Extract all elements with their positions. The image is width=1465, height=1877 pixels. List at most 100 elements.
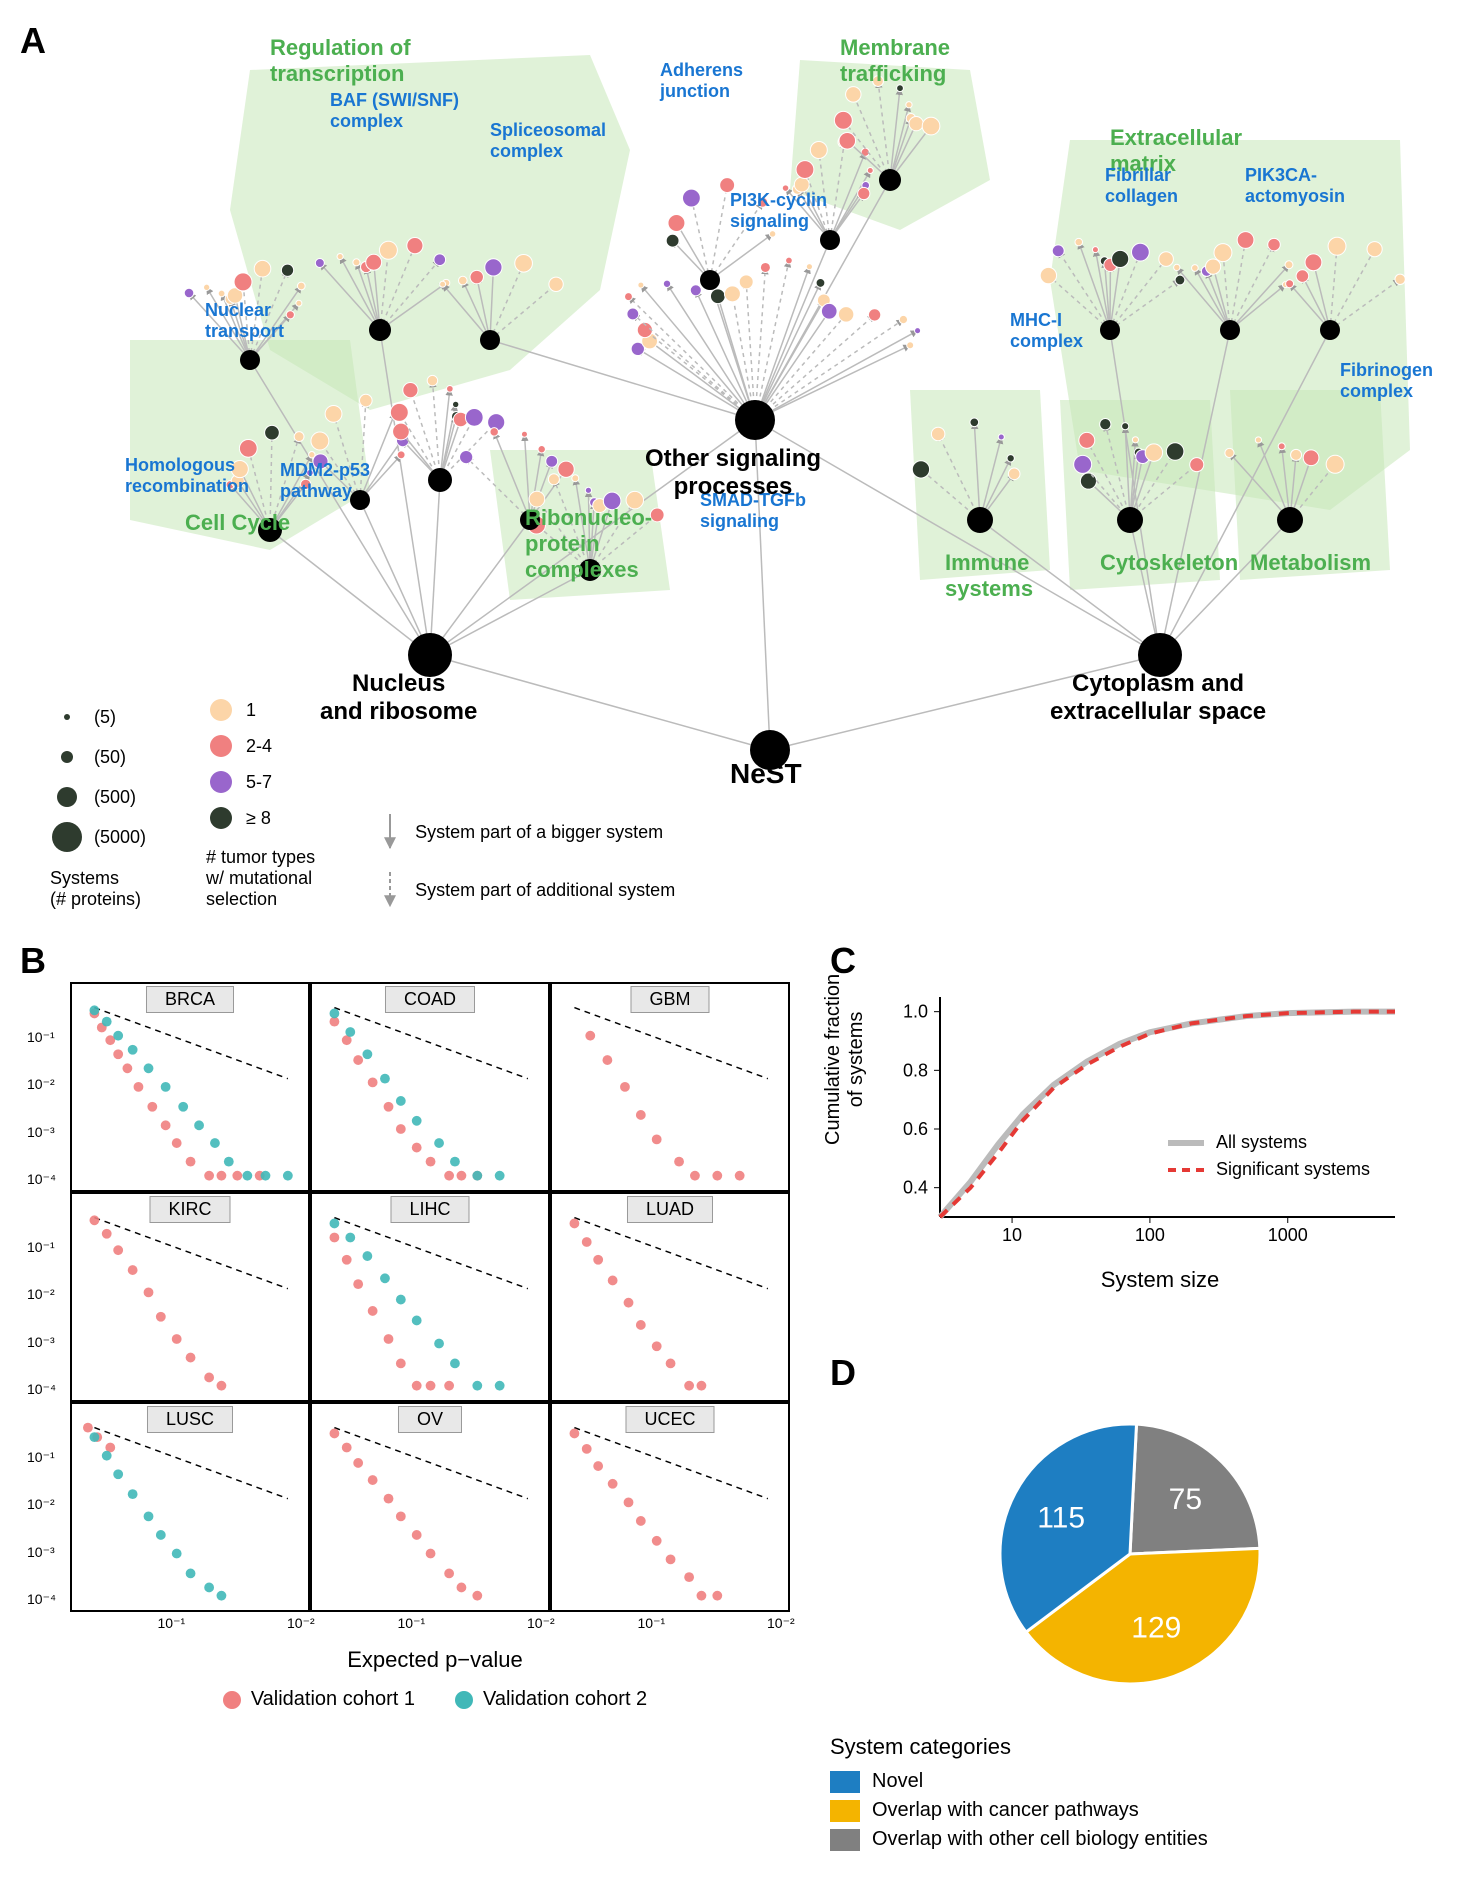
qq-point: [128, 1265, 138, 1275]
leaf-node: [1100, 419, 1111, 430]
qq-point: [194, 1120, 204, 1130]
mid-hub: [1220, 320, 1240, 340]
mid-hub: [428, 468, 452, 492]
qq-point: [495, 1171, 505, 1181]
leaf-node: [1174, 264, 1180, 270]
c-ytick: 0.8: [903, 1060, 928, 1080]
xtick-label: 10⁻²: [767, 1615, 795, 1632]
qq-point: [444, 1381, 454, 1391]
qq-point: [217, 1591, 227, 1601]
leaf-node: [663, 280, 670, 287]
mid-hub: [350, 490, 370, 510]
leaf-node: [1079, 432, 1095, 448]
qq-diagonal: [574, 1008, 767, 1079]
arrow-legend: System part of a bigger systemSystem par…: [375, 812, 675, 910]
leaf-node: [794, 177, 809, 192]
leaf-node: [393, 423, 410, 440]
qq-point: [450, 1157, 460, 1167]
qq-point: [224, 1157, 234, 1167]
leaf-node: [360, 394, 373, 407]
qq-point: [426, 1381, 436, 1391]
leaf-node: [690, 285, 701, 296]
leaf-node: [1166, 443, 1184, 461]
qq-point: [426, 1549, 436, 1559]
qq-point: [652, 1134, 662, 1144]
edge: [430, 480, 440, 655]
ytick-label: 10⁻²: [27, 1286, 55, 1303]
qq-point: [636, 1516, 646, 1526]
qq-diagonal: [334, 1218, 527, 1289]
leaf-node: [558, 461, 574, 477]
qq-point: [457, 1171, 467, 1181]
qq-panel: GBM: [550, 982, 790, 1192]
edge: [360, 500, 430, 655]
edge: [770, 655, 1160, 750]
leaf-node: [1291, 449, 1302, 460]
leaf-node: [1190, 458, 1204, 472]
leaf-node: [427, 375, 437, 385]
qq-title: KIRC: [149, 1196, 230, 1223]
bottom-row: B Observed p−value BRCA10⁻⁴10⁻³10⁻²10⁻¹C…: [20, 940, 1445, 1857]
leaf-node: [720, 178, 735, 193]
qq-title: OV: [398, 1406, 462, 1433]
qq-point: [666, 1359, 676, 1369]
qq-title: LUSC: [147, 1406, 233, 1433]
qq-point: [113, 1031, 123, 1041]
qq-point: [444, 1171, 454, 1181]
c-legend-item: All systems: [1166, 1132, 1370, 1153]
qq-point: [330, 1009, 340, 1019]
qq-point: [330, 1429, 340, 1439]
qq-point: [582, 1237, 592, 1247]
xtick-label: 10⁻²: [527, 1615, 555, 1632]
qq-point: [384, 1102, 394, 1112]
size-legend-item: (5): [50, 700, 146, 734]
qq-diagonal: [574, 1428, 767, 1499]
qq-point: [113, 1245, 123, 1255]
qq-point: [232, 1171, 242, 1181]
c-xtick: 100: [1135, 1225, 1165, 1245]
leaf-node: [546, 455, 558, 467]
qq-point: [261, 1171, 271, 1181]
leaf-node: [786, 257, 793, 264]
size-legend-item: (50): [50, 740, 146, 774]
qq-point: [608, 1276, 618, 1286]
qq-panel: COAD: [310, 982, 550, 1192]
cdf-line: [940, 1012, 1395, 1217]
qq-point: [384, 1494, 394, 1504]
ytick-label: 10⁻³: [27, 1334, 55, 1351]
pie-value: 75: [1169, 1483, 1202, 1516]
panel-c-legend: All systemsSignificant systems: [1166, 1132, 1370, 1186]
main-hub: [1138, 633, 1182, 677]
leaf-node: [440, 281, 446, 287]
d-legend-item: Overlap with cancer pathways: [830, 1799, 1430, 1822]
leaf-node: [839, 132, 856, 149]
qq-point: [652, 1536, 662, 1546]
xtick-label: 10⁻¹: [158, 1615, 186, 1632]
arrow-legend-item: System part of a bigger system: [375, 812, 675, 852]
qq-point: [83, 1423, 93, 1433]
edge: [755, 314, 846, 420]
qq-diagonal: [94, 1218, 287, 1289]
qq-point: [624, 1298, 634, 1308]
panel-d: D 75129115 System categories NovelOverla…: [830, 1352, 1430, 1857]
leaf-node: [1132, 437, 1138, 443]
qq-point: [652, 1341, 662, 1351]
leaf-node: [834, 111, 852, 129]
leaf-node: [1255, 437, 1261, 443]
leaf-node: [1145, 444, 1162, 461]
qq-point: [283, 1171, 293, 1181]
leaf-node: [403, 382, 418, 397]
qq-point: [122, 1063, 132, 1073]
qq-point: [368, 1475, 378, 1485]
size-legend: (5)(50)(500)(5000)Systems(# proteins): [50, 700, 146, 910]
ytick-label: 10⁻³: [27, 1544, 55, 1561]
leaf-node: [313, 454, 328, 469]
leaf-node: [873, 76, 884, 87]
qq-point: [412, 1530, 422, 1540]
qq-panel: OV10⁻¹10⁻²: [310, 1402, 550, 1612]
leaf-node: [1052, 245, 1064, 257]
leaf-node: [638, 282, 644, 288]
d-legend-item: Overlap with other cell biology entities: [830, 1828, 1430, 1851]
leaf-node: [1326, 455, 1344, 473]
qq-panel: LUAD: [550, 1192, 790, 1402]
